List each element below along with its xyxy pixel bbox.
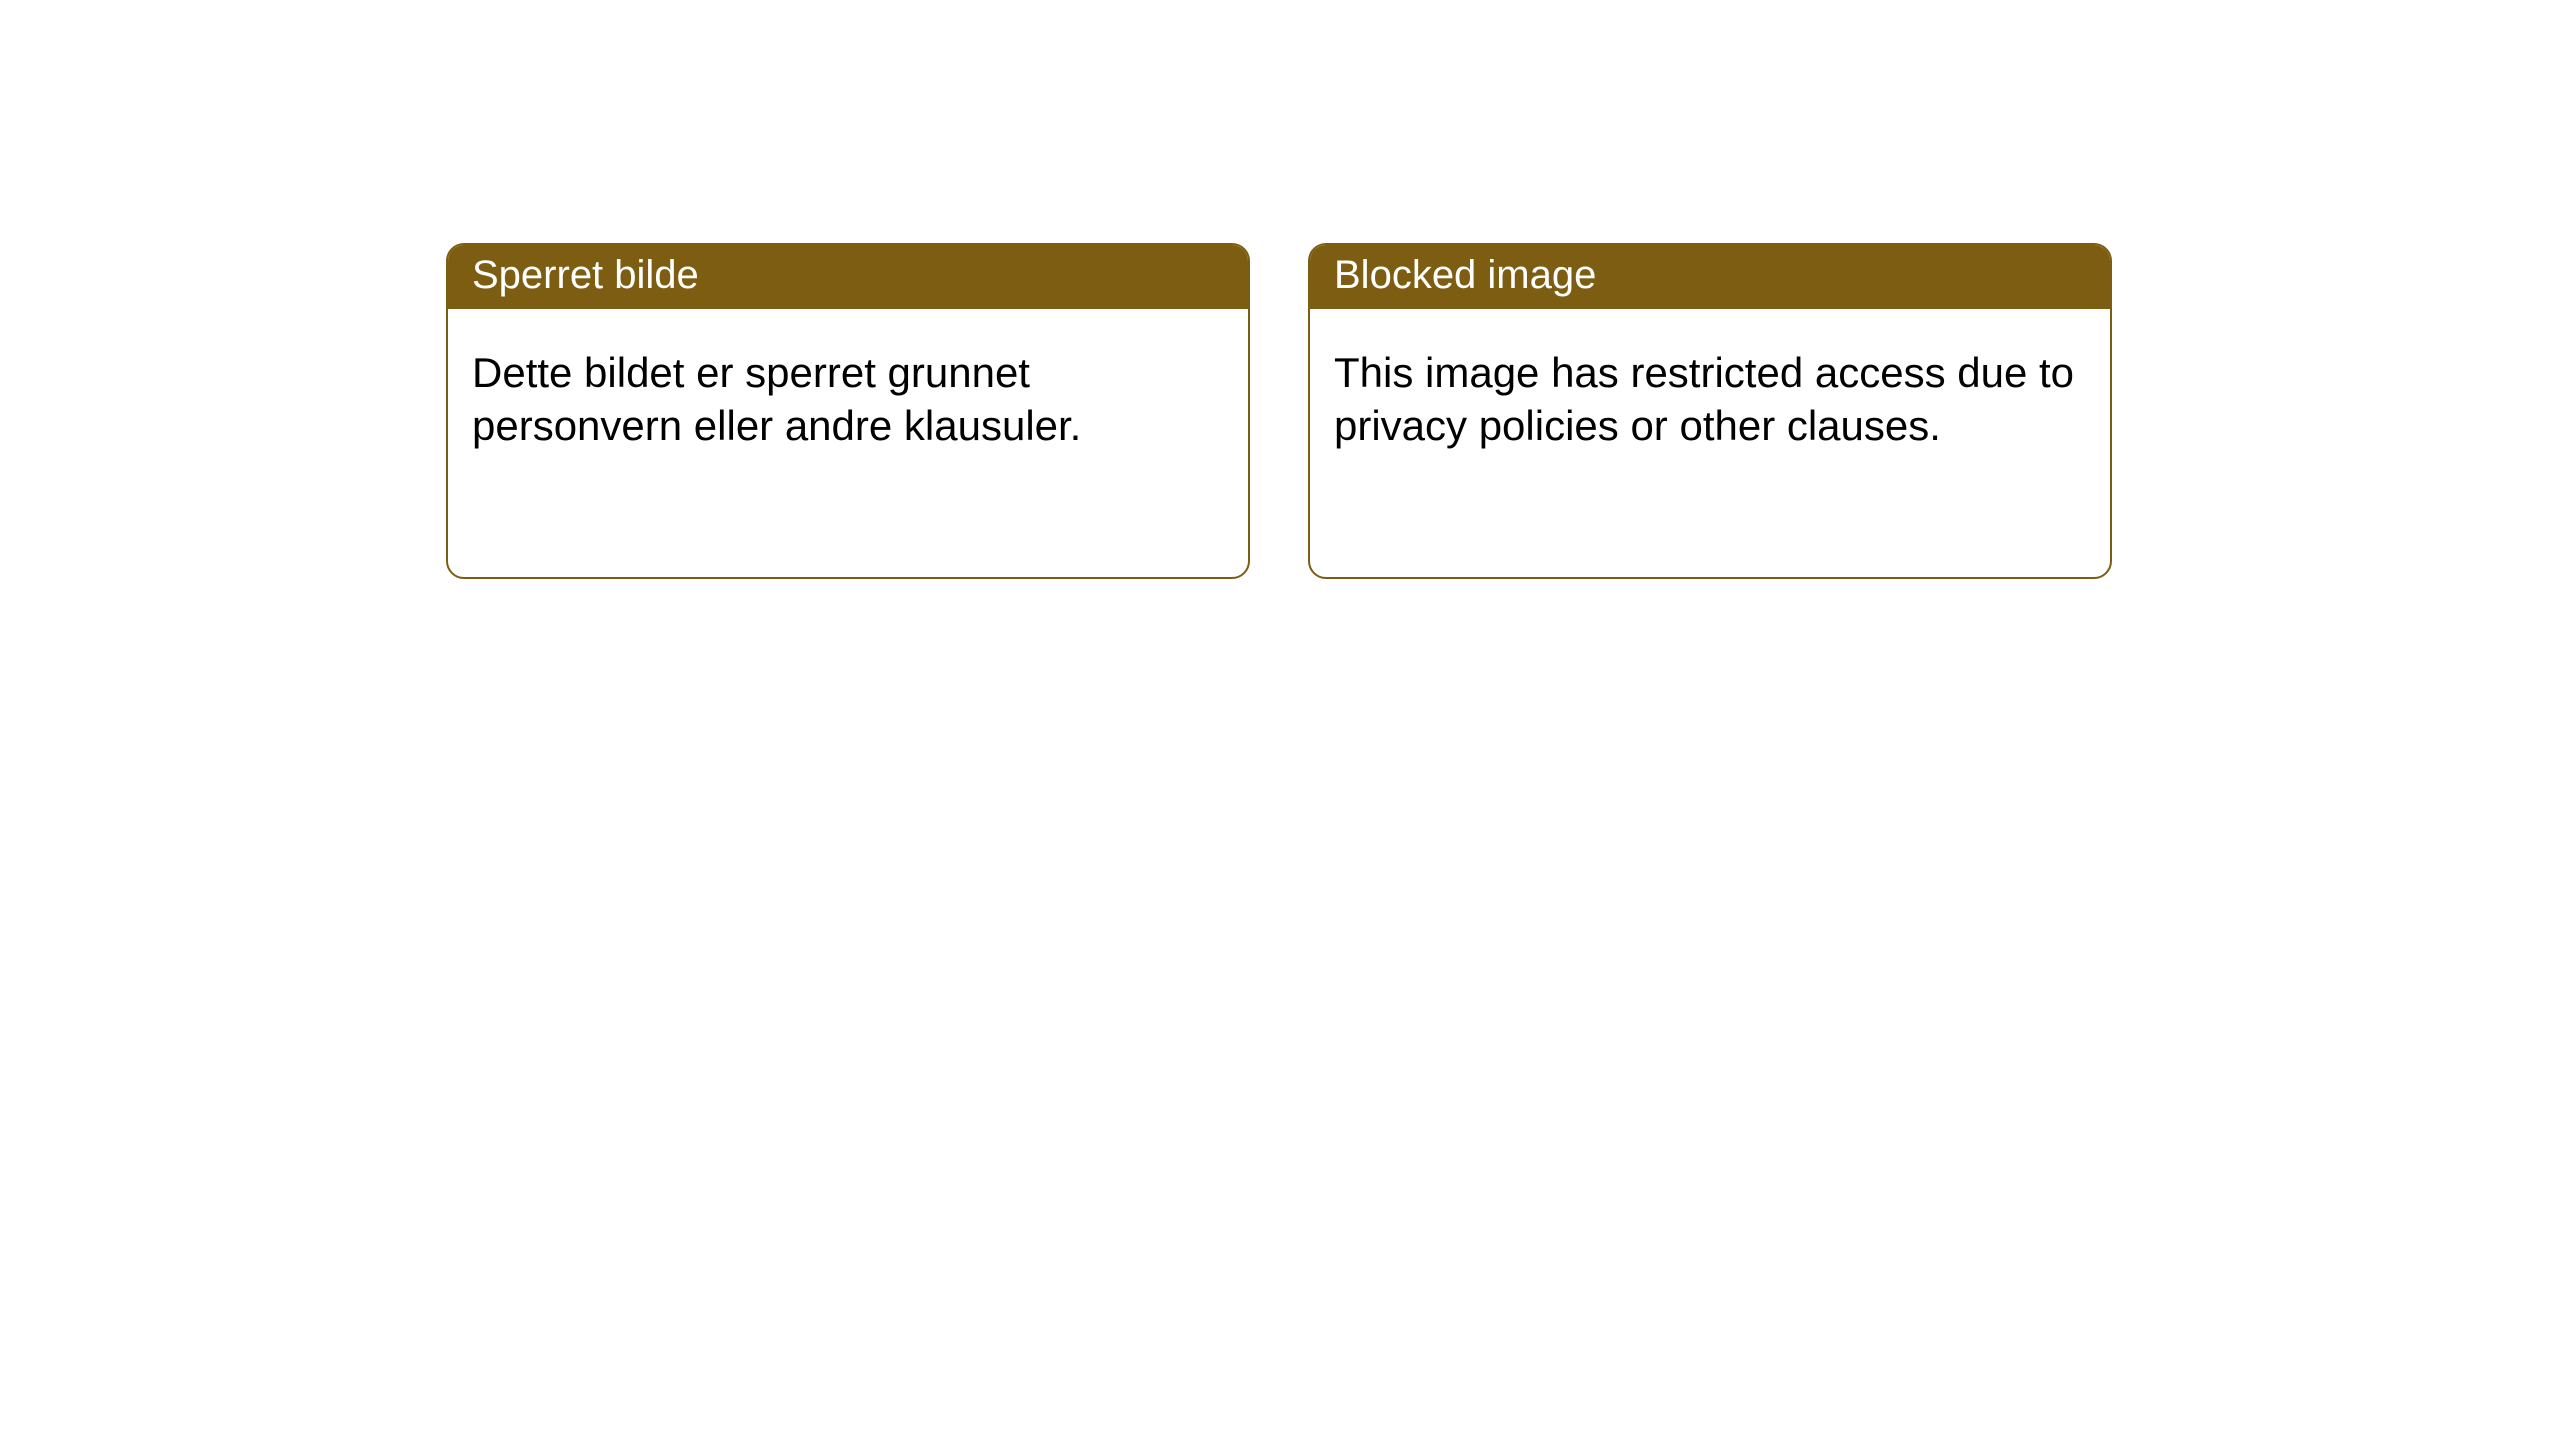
notice-card-norwegian: Sperret bilde Dette bildet er sperret gr… [446, 243, 1250, 579]
notice-title-english: Blocked image [1310, 245, 2110, 309]
notice-title-norwegian: Sperret bilde [448, 245, 1248, 309]
notice-container: Sperret bilde Dette bildet er sperret gr… [0, 0, 2560, 579]
notice-card-english: Blocked image This image has restricted … [1308, 243, 2112, 579]
notice-message-english: This image has restricted access due to … [1310, 309, 2110, 476]
notice-message-norwegian: Dette bildet er sperret grunnet personve… [448, 309, 1248, 476]
